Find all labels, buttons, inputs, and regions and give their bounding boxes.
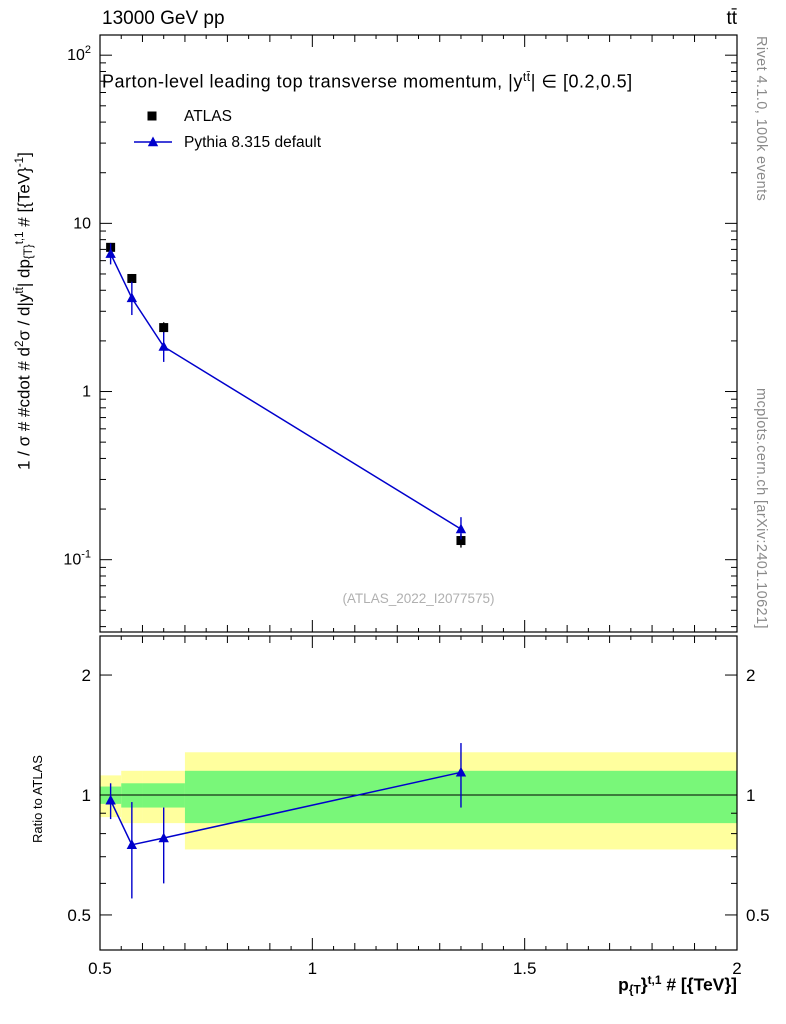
x-axis-label-part: } <box>640 974 648 995</box>
y-axis-label-sup: t,1 <box>14 231 26 245</box>
svg-text:10-1: 10-1 <box>63 549 91 569</box>
y-axis-label-sup: tt̄ <box>14 287 26 294</box>
x-axis-label-part: # [{TeV}] <box>661 974 737 995</box>
svg-text:102: 102 <box>67 44 91 64</box>
y-axis-label-part: | dp <box>14 259 34 288</box>
plot-title-text: Parton-level leading top transverse mome… <box>102 71 523 92</box>
legend-label-pythia: Pythia 8.315 default <box>184 134 322 151</box>
process-label: tt̄ <box>726 8 737 29</box>
svg-text:1: 1 <box>308 959 317 978</box>
watermark-label: (ATLAS_2022_I2077575) <box>342 591 495 606</box>
axis-ticks <box>99 35 738 950</box>
svg-text:2: 2 <box>82 666 91 685</box>
x-axis-label-part: p <box>618 974 629 995</box>
plot-title-superscript: tt̄ <box>522 70 531 84</box>
svg-text:1: 1 <box>82 786 91 805</box>
svg-text:0.5: 0.5 <box>88 959 112 978</box>
ratio-series-pythia <box>105 743 467 899</box>
x-axis-label: p{T}t,1 # [{TeV}] <box>618 973 737 997</box>
y-axis-label-part: # [{TeV} <box>14 167 34 232</box>
y-axis-label-part: ] <box>14 152 34 157</box>
svg-text:1.5: 1.5 <box>513 959 537 978</box>
svg-text:1: 1 <box>746 786 755 805</box>
legend-label-atlas: ATLAS <box>184 108 232 125</box>
svg-text:1: 1 <box>82 384 91 401</box>
x-axis-label-sup: t,1 <box>647 973 662 987</box>
x-axis-label-sub: {T <box>628 982 641 997</box>
ratio-uncertainty-bands <box>100 752 737 850</box>
tick-labels: 0.5 1 1.5 2 102 10 1 10-1 2 2 1 1 0.5 0.5 <box>63 44 769 978</box>
svg-text:10: 10 <box>73 215 91 232</box>
series-pythia <box>105 243 467 540</box>
plot-title-range: | ∈ [0.2,0.5] <box>530 71 633 92</box>
svg-text:2: 2 <box>732 959 741 978</box>
rivet-version-label: Rivet 4.1.0, 100k events <box>753 36 769 202</box>
y-axis-label-sub: {T} <box>23 244 36 260</box>
y-axis-label: 1 / σ # #cdot # d2σ / d|ytt̄| dp{T}t,1 #… <box>14 152 35 470</box>
series-atlas <box>106 242 466 548</box>
svg-text:0.5: 0.5 <box>746 906 770 925</box>
svg-text:0.5: 0.5 <box>67 906 91 925</box>
plot-title: Parton-level leading top transverse mome… <box>102 70 633 93</box>
y-axis-label-sup: 2 <box>14 340 26 348</box>
y-axis-label-part: σ / d|y <box>14 293 34 341</box>
svg-text:2: 2 <box>746 666 755 685</box>
beam-energy-label: 13000 GeV pp <box>102 8 225 29</box>
legend-markers <box>134 111 172 147</box>
ratio-y-axis-label: Ratio to ATLAS <box>30 755 45 843</box>
mcplots-citation-label: mcplots.cern.ch [arXiv:2401.10621] <box>753 388 769 629</box>
y-axis-label-part: 1 / σ # #cdot # d <box>14 347 34 470</box>
y-axis-label-sup: -1 <box>14 156 26 168</box>
